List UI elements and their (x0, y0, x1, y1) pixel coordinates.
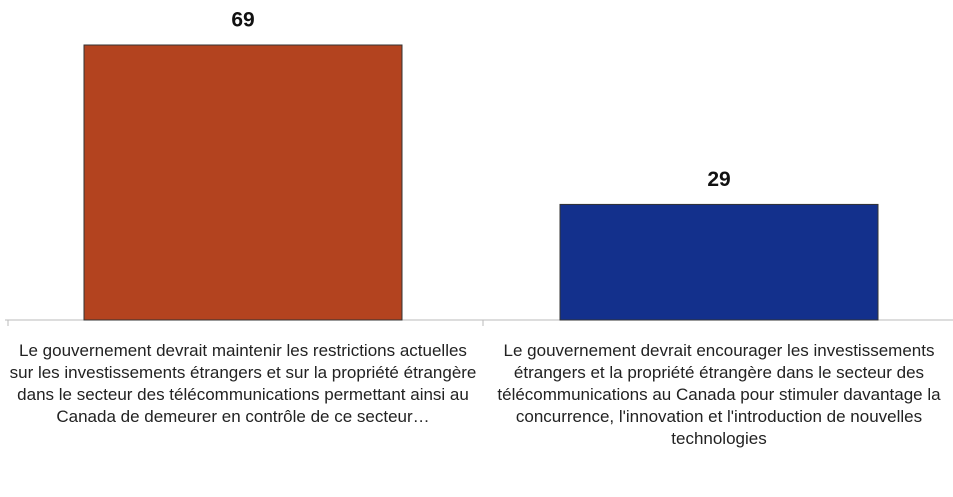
x-tick-label: Le gouvernement devrait encourager les i… (497, 341, 941, 448)
bar (559, 203, 879, 321)
bar (83, 44, 403, 321)
x-tick-label: Le gouvernement devrait maintenir les re… (9, 341, 477, 426)
value-label: 29 (707, 168, 730, 191)
value-label: 69 (231, 9, 254, 32)
